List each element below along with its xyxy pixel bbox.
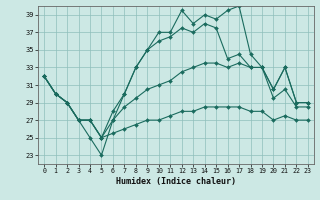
X-axis label: Humidex (Indice chaleur): Humidex (Indice chaleur) xyxy=(116,177,236,186)
